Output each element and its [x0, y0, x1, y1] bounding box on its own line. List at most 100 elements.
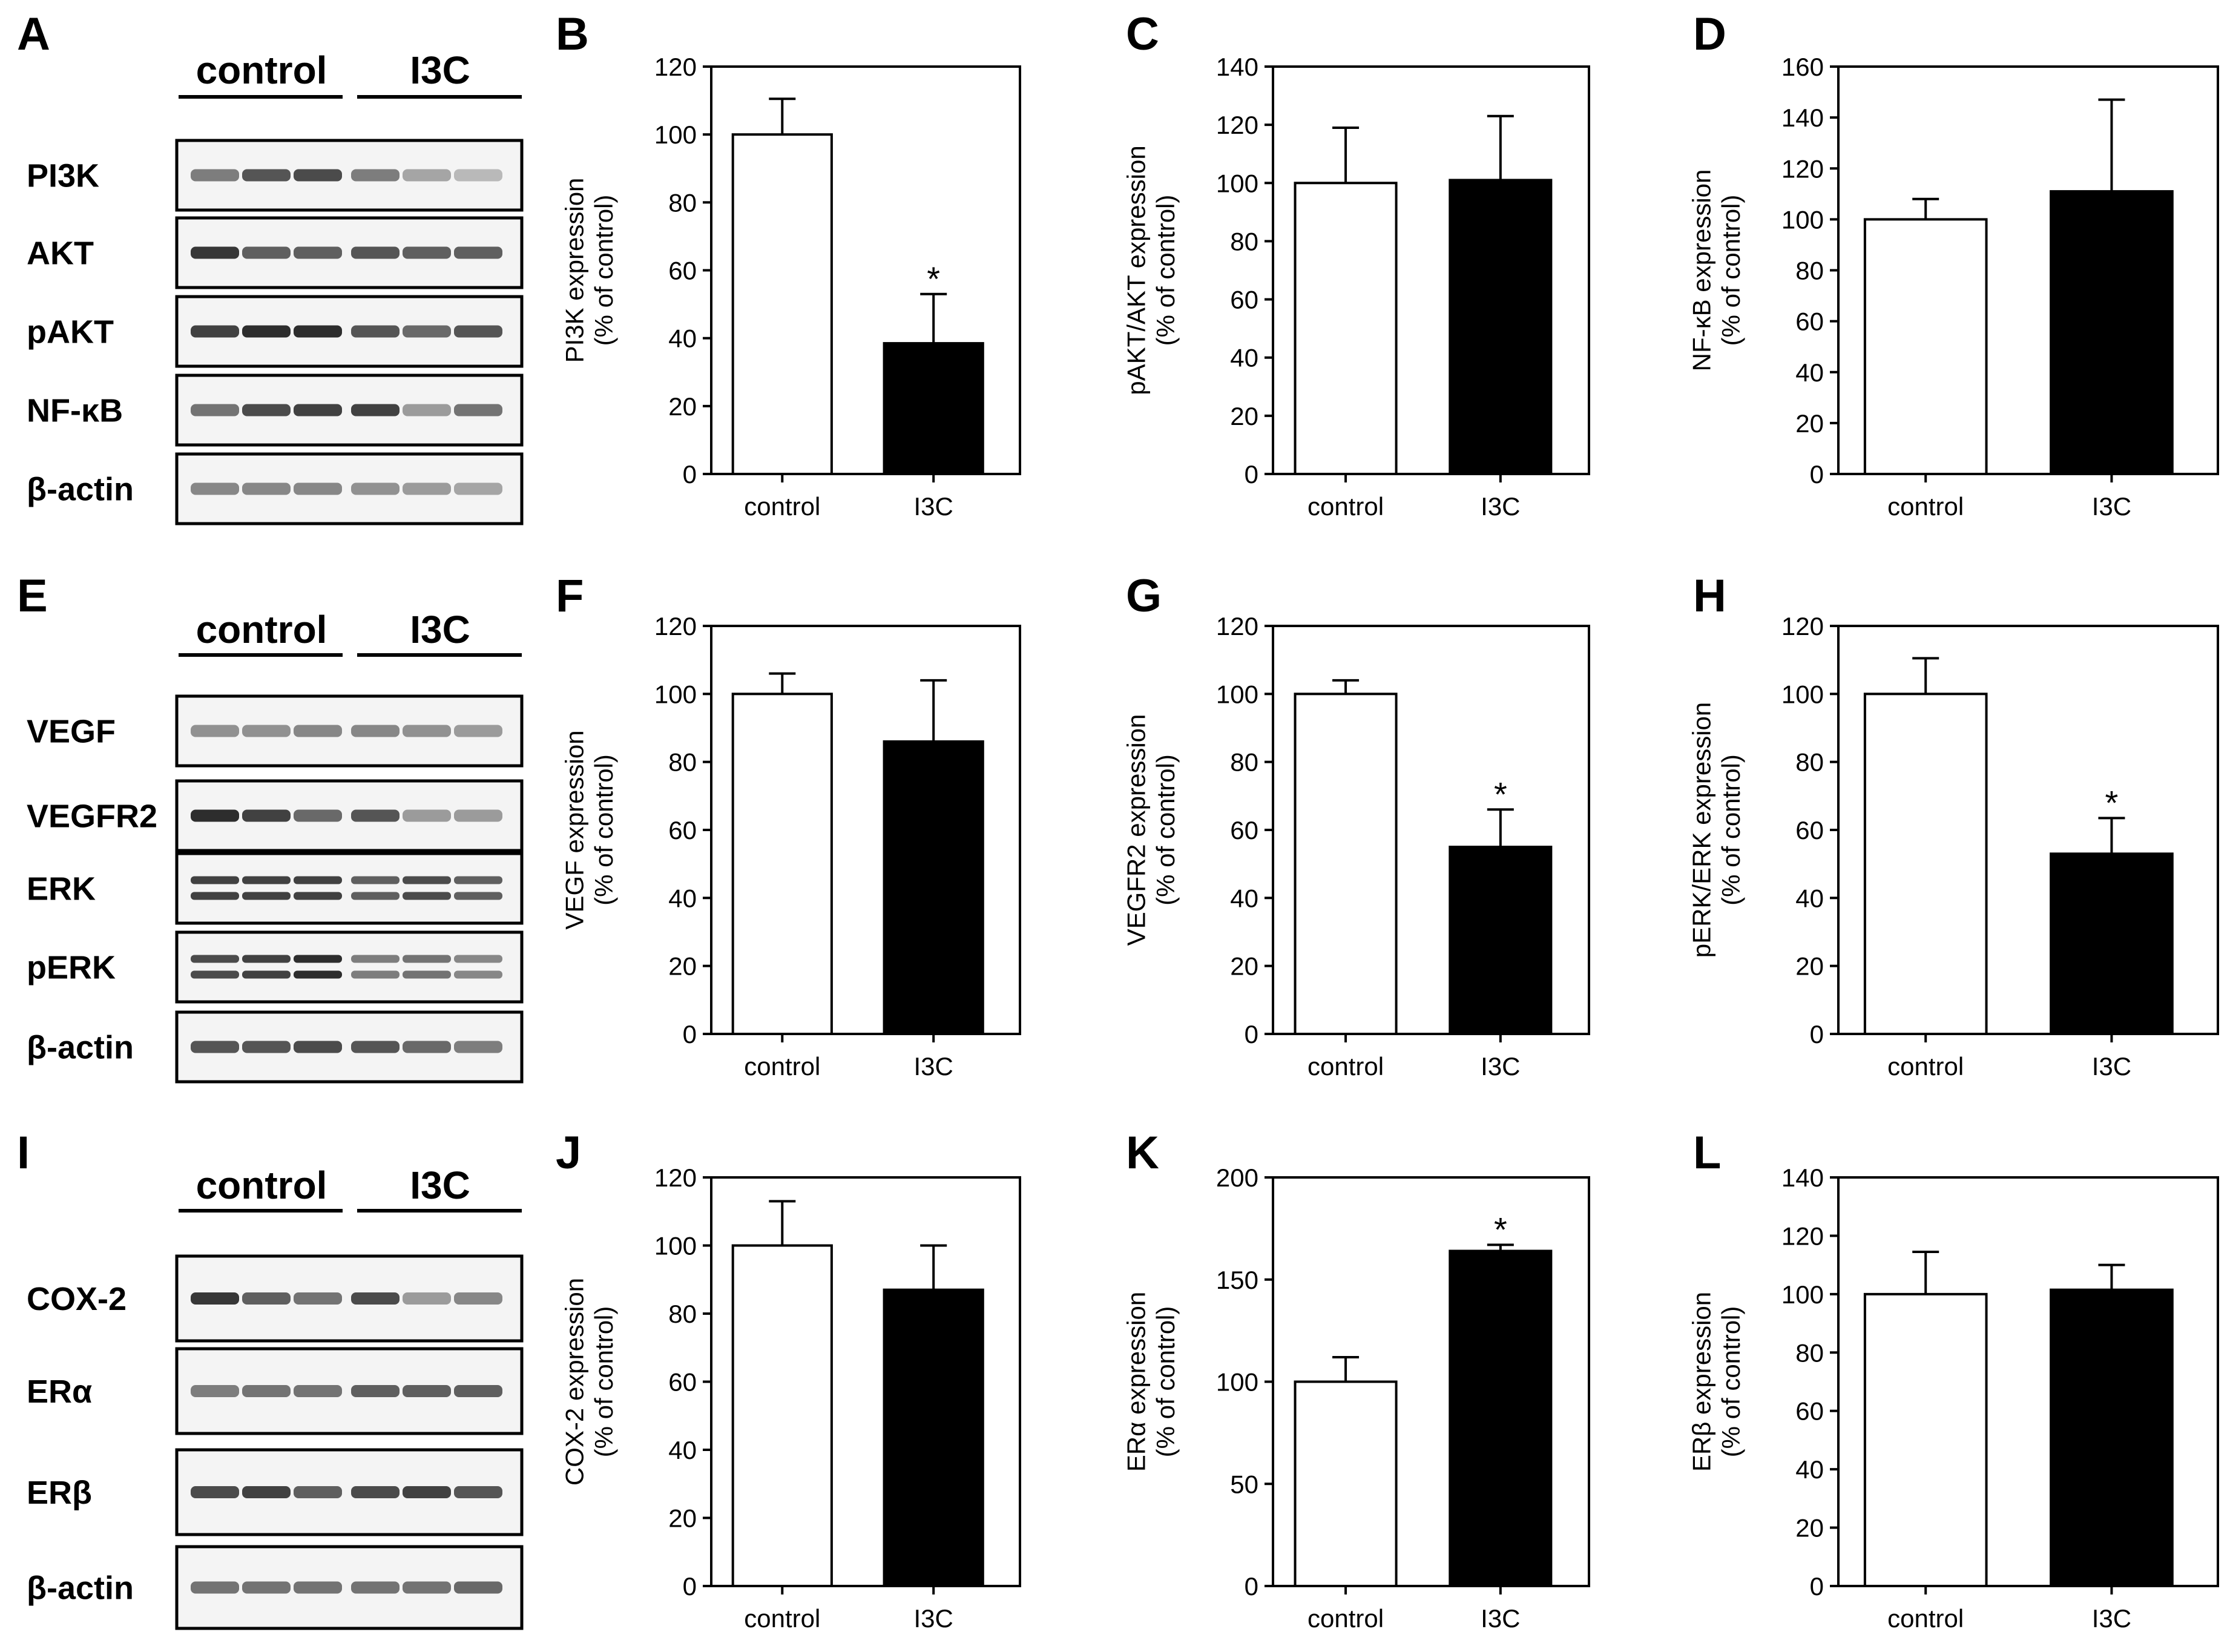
blot-band: [242, 970, 291, 979]
y-axis-label-line2: (% of control): [1717, 1306, 1745, 1458]
blot-band: [351, 809, 400, 822]
panel-letter: H: [1693, 570, 1726, 622]
bar-control: [731, 133, 833, 475]
y-axis-label: ERα expression(% of control): [1122, 1292, 1180, 1472]
blot-band: [242, 169, 291, 182]
blot-band: [191, 1041, 239, 1053]
blot-band: [351, 955, 400, 963]
y-axis-label: VEGFR2 expression(% of control): [1122, 714, 1180, 946]
blot-band: [191, 404, 239, 416]
y-tick-label: 60: [1795, 308, 1824, 336]
y-tick-label: 20: [668, 392, 697, 421]
y-axis-label-line1: VEGF expression: [561, 730, 589, 929]
panel-letter: D: [1693, 8, 1726, 60]
y-axis-label-line1: pERK/ERK expression: [1688, 702, 1716, 958]
blot-label: ERα: [27, 1374, 92, 1410]
blot-band: [454, 876, 502, 884]
blot-band: [191, 482, 239, 495]
y-tick-label: 140: [1781, 1163, 1824, 1192]
blot-band: [242, 1292, 291, 1305]
y-tick-label: 120: [654, 612, 697, 640]
bar-control: [1863, 1292, 1988, 1588]
y-axis-label-line1: COX-2 expression: [561, 1278, 589, 1486]
y-tick-label: 100: [1781, 680, 1824, 708]
panel-letter: C: [1126, 8, 1159, 60]
significance-marker: *: [2105, 783, 2119, 821]
x-tick-label: I3C: [1481, 1052, 1520, 1081]
y-tick-label: 120: [654, 53, 697, 81]
blot-band: [454, 325, 502, 338]
y-axis-label-line1: PI3K expression: [561, 178, 589, 363]
blot-band: [191, 1581, 239, 1594]
blot-band: [403, 325, 451, 338]
y-tick-label: 80: [1795, 257, 1824, 285]
y-tick-label: 0: [683, 1572, 697, 1601]
blot-band: [294, 1486, 342, 1498]
panel-letter: A: [17, 8, 50, 60]
panel-letter: L: [1693, 1127, 1721, 1179]
x-tick-label: control: [1307, 492, 1384, 521]
y-tick-label: 0: [1245, 460, 1258, 489]
group-label-control: control: [196, 48, 327, 92]
blot-band: [454, 1486, 502, 1498]
blot-membrane: [175, 852, 524, 925]
y-tick-label: 120: [1781, 154, 1824, 183]
blot-label: VEGFR2: [27, 798, 157, 835]
y-tick-label: 80: [1230, 227, 1258, 255]
bar-i3c: [1449, 846, 1553, 1036]
bar-control: [1863, 693, 1988, 1036]
y-tick-label: 60: [1795, 816, 1824, 844]
blot-band: [294, 1385, 342, 1397]
blot-label: ERK: [27, 871, 96, 907]
y-tick-label: 140: [1216, 53, 1258, 81]
blot-band: [351, 1385, 400, 1397]
bar-control: [1294, 1380, 1398, 1587]
y-tick-label: 40: [1795, 1455, 1824, 1484]
y-tick-label: 0: [1810, 1572, 1824, 1601]
panel-letter: I: [17, 1127, 30, 1179]
y-tick-label: 120: [1781, 612, 1824, 640]
chart-panel-k: K 0 50 100 150 200 ERα expression(% of control…: [1122, 1127, 1590, 1633]
panel-letter: F: [556, 570, 584, 622]
chart-panel-b: B 0 20 40 60 80 100 120 PI3K expression(% of con…: [556, 8, 1021, 521]
y-tick-label: 0: [683, 460, 697, 489]
x-tick-label: I3C: [2092, 1052, 2131, 1081]
y-tick-label: 80: [1230, 748, 1258, 777]
bar-i3c: [1449, 179, 1553, 475]
y-tick-label: 60: [668, 816, 697, 844]
x-tick-label: I3C: [914, 492, 953, 521]
y-axis-label-line2: (% of control): [1151, 195, 1180, 346]
blot-band: [242, 1385, 291, 1397]
blot-band: [294, 725, 342, 737]
blot-band: [294, 1581, 342, 1594]
blot-band: [242, 892, 291, 900]
group-label-control: control: [196, 608, 327, 651]
y-tick-label: 160: [1781, 53, 1824, 81]
blot-band: [454, 892, 502, 900]
blot-band: [191, 970, 239, 979]
bar-control: [1294, 182, 1398, 475]
blot-band: [454, 404, 502, 416]
blot-membrane: [175, 930, 524, 1004]
y-tick-label: 40: [1230, 344, 1258, 372]
blot-band: [403, 482, 451, 495]
blot-band: [403, 809, 451, 822]
y-axis-label-line1: VEGFR2 expression: [1122, 714, 1151, 946]
bar-i3c: [883, 740, 984, 1035]
y-tick-label: 20: [1230, 952, 1258, 981]
blot-label: PI3K: [27, 158, 99, 194]
bar-control: [1294, 693, 1398, 1036]
bar-i3c: [2050, 852, 2174, 1035]
bar-i3c: [883, 342, 984, 475]
blot-band: [191, 1385, 239, 1397]
blot-band: [242, 482, 291, 495]
blot-band: [351, 482, 400, 495]
bar-i3c: [1449, 1249, 1553, 1587]
y-tick-label: 60: [668, 1368, 697, 1397]
blot-band: [403, 1041, 451, 1053]
blot-label: β-actin: [27, 1030, 134, 1066]
y-tick-label: 80: [668, 748, 697, 777]
